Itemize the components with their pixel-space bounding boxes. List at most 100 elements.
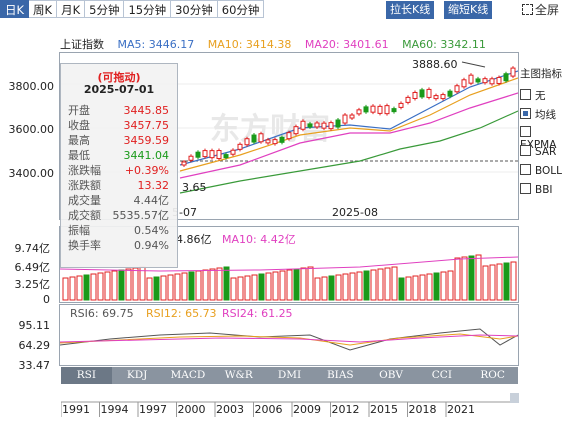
volume-axis-label: 9.74亿	[14, 242, 51, 255]
tooltip-row: 最低 3441.04	[68, 148, 169, 163]
volume-bar	[216, 267, 223, 301]
volume-bar	[286, 269, 293, 301]
candle-body	[265, 139, 271, 144]
kline-chart[interactable]: 东方财富	[59, 52, 519, 220]
volume-bar	[272, 271, 279, 301]
price-axis-label: 3600.00	[8, 123, 55, 136]
volume-bar	[377, 268, 384, 301]
candle-body	[209, 150, 215, 159]
candle-body	[251, 134, 257, 143]
candle-body	[335, 119, 341, 128]
tooltip-row: 换手率 0.94%	[68, 238, 169, 253]
candle-body	[314, 122, 320, 128]
tooltip-row: 振幅 0.54%	[68, 223, 169, 238]
tab-5[interactable]: 30分钟	[171, 0, 218, 18]
volume-bar	[342, 273, 349, 301]
indicator-option-label: SAR	[535, 146, 557, 158]
candle-body	[426, 88, 432, 98]
tab-0[interactable]: 日K	[0, 0, 30, 18]
volume-bar	[433, 272, 440, 301]
volume-bar	[160, 275, 167, 301]
volume-bar	[363, 270, 370, 301]
volume-bar	[111, 270, 118, 301]
candle-body	[202, 150, 208, 158]
candle-body	[223, 154, 229, 159]
high-marker	[461, 61, 486, 68]
indicator-tab-rsi[interactable]: RSI	[61, 367, 112, 384]
volume-bar	[321, 276, 328, 301]
candle-body	[489, 78, 495, 85]
indicator-tab-wr[interactable]: W&R	[224, 369, 253, 381]
indicator-option-label: BBI	[535, 184, 553, 196]
tab-2[interactable]: 月K	[57, 0, 86, 18]
rsi6-legend: RSI6: 69.75	[70, 307, 134, 320]
indicator-option-3[interactable]: SAR	[520, 145, 565, 164]
volume-value: 4.86亿	[176, 233, 212, 246]
candle-body	[237, 143, 243, 150]
data-tooltip[interactable]: (可拖动) 2025-07-01 开盘 3445.85 收盘 3457.75 最高 345…	[60, 63, 178, 268]
tooltip-key: 最低	[68, 149, 90, 162]
volume-bar	[475, 254, 482, 301]
tab-6[interactable]: 60分钟	[217, 0, 265, 18]
timeline-year: 2015	[370, 403, 398, 416]
volume-bar	[426, 273, 433, 301]
candle-body	[181, 161, 187, 166]
rsi24-legend: RSI24: 61.25	[222, 307, 293, 320]
volume-chart[interactable]	[59, 226, 519, 303]
volume-bar	[265, 272, 272, 301]
rsi-axis-label: 95.11	[18, 319, 51, 332]
tab-4[interactable]: 15分钟	[124, 0, 172, 18]
volume-axis-label: 6.49亿	[14, 261, 51, 274]
volume-bar	[293, 268, 300, 301]
indicator-option-4[interactable]: BOLL	[520, 164, 565, 183]
indicator-tab-bias[interactable]: BIAS	[326, 369, 354, 381]
indicator-option-2[interactable]: EXPMA	[520, 126, 565, 151]
indicator-option-1[interactable]: 均线	[520, 107, 565, 126]
indicator-tab-macd[interactable]: MACD	[170, 369, 206, 381]
candle-body	[377, 105, 383, 114]
tooltip-key: 涨跌额	[68, 179, 101, 192]
indicator-tab-roc[interactable]: ROC	[480, 369, 505, 381]
price-axis-label: 3400.00	[8, 167, 55, 180]
indicator-option-0[interactable]: 无	[520, 88, 565, 107]
candle-body	[370, 105, 376, 113]
lengthen-kline-button[interactable]: 拉长K线	[386, 1, 435, 19]
radio-icon	[520, 89, 531, 100]
indicator-options: 无均线 EXPMA SAR BOLL BBI	[520, 88, 565, 202]
tab-1[interactable]: 周K	[29, 0, 58, 18]
volume-bar	[76, 275, 83, 301]
candle-body	[454, 85, 460, 93]
indicator-option-5[interactable]: BBI	[520, 183, 565, 202]
volume-bar	[510, 261, 517, 301]
indicator-tab-dmi[interactable]: DMI	[277, 369, 302, 381]
tooltip-key: 换手率	[68, 239, 101, 252]
volume-bar	[370, 269, 377, 301]
radio-icon	[520, 126, 531, 137]
checkbox-icon	[520, 145, 531, 156]
timeline-year: 1994	[100, 403, 129, 416]
indicator-tab-cci[interactable]: CCI	[431, 369, 452, 381]
volume-bar	[335, 274, 342, 301]
candle-body	[307, 123, 313, 128]
history-timeline[interactable]: 1991 1994 1997 2000 2003 2006 2009 2012 2015 2018…	[61, 391, 519, 417]
indicator-option-label: 无	[535, 90, 546, 102]
candle-body	[482, 78, 488, 84]
fullscreen-button[interactable]: 全屏	[522, 1, 559, 19]
rsi-chart[interactable]	[59, 304, 519, 366]
volume-bar	[62, 277, 69, 301]
tooltip-row: 最高 3459.59	[68, 133, 169, 148]
candle-body	[244, 138, 250, 146]
indicator-tab-obv[interactable]: OBV	[379, 369, 404, 381]
candle-body	[195, 151, 201, 158]
shorten-kline-button[interactable]: 缩短K线	[444, 1, 493, 19]
indicator-tab-kdj[interactable]: KDJ	[126, 369, 148, 381]
tab-3[interactable]: 5分钟	[85, 0, 125, 18]
volume-bar	[153, 276, 160, 301]
volume-bar	[349, 272, 356, 301]
tooltip-value: +0.39%	[124, 164, 169, 177]
candle-body	[286, 132, 292, 140]
volume-bar	[195, 270, 202, 301]
tooltip-value: 3459.59	[123, 134, 170, 147]
tooltip-row: 成交额 5535.57亿	[68, 208, 169, 223]
volume-bar	[482, 265, 489, 301]
